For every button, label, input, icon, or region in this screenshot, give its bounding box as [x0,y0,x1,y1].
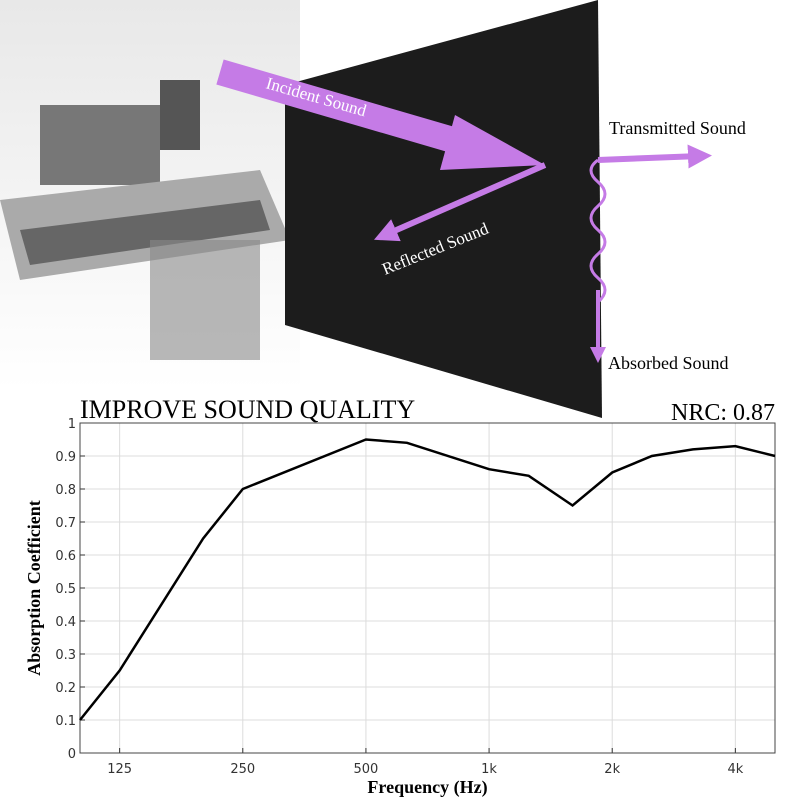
chart-title: IMPROVE SOUND QUALITY [80,395,415,424]
y-tick-label: 0.8 [55,483,76,498]
x-tick-label: 1k [481,762,497,777]
x-tick-label: 2k [604,762,620,777]
y-tick-label: 0.3 [55,648,76,663]
y-tick-label: 0.2 [55,681,76,696]
x-axis-label: Frequency (Hz) [367,777,487,798]
y-tick-label: 0.9 [55,450,76,465]
data-line [79,438,776,721]
nrc-annotation: NRC: 0.87 [671,400,775,426]
y-axis-label: Absorption Coefficient [24,500,44,675]
x-tick-label: 4k [727,762,743,777]
x-tick-label: 250 [230,762,255,777]
y-tick-label: 0 [68,747,76,762]
y-tick-label: 0.5 [55,582,76,597]
y-tick-label: 0.1 [55,714,76,729]
absorbed-label: Absorbed Sound [608,353,729,373]
sound-arrows [216,59,712,363]
transmitted-label: Transmitted Sound [609,118,746,138]
y-tick-label: 0.7 [55,516,76,531]
x-tick-label: 500 [354,762,379,777]
y-tick-label: 1 [68,417,76,432]
studio-photo [0,0,300,390]
y-tick-label: 0.4 [55,615,76,630]
x-tick-label: 125 [107,762,132,777]
plot-frame [79,422,776,754]
chart: IMPROVE SOUND QUALITY NRC: 0.87 0 0.1 0.2 0.3… [24,395,776,798]
y-tick-label: 0.6 [55,549,76,564]
